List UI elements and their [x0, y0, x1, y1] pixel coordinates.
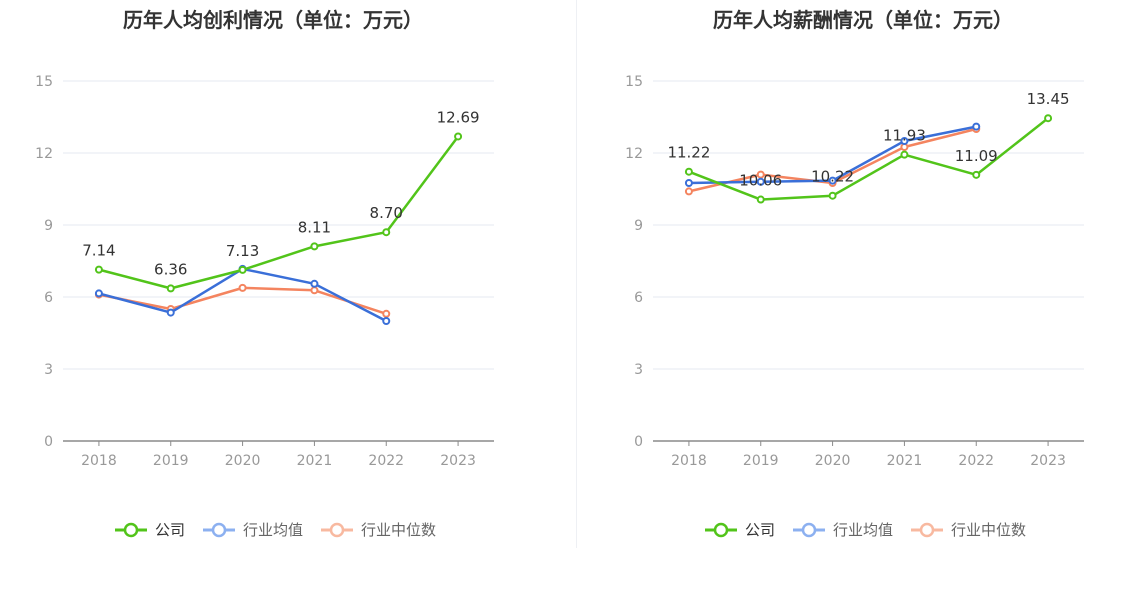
chart-1-series-point-2[interactable] — [166, 308, 175, 317]
chart-1-x-tick-label: 2020 — [225, 453, 261, 469]
chart-1-series-point-3[interactable] — [310, 286, 319, 295]
chart-1-series-line-2 — [98, 267, 387, 323]
chart-1-series-point-1[interactable] — [166, 284, 175, 293]
chart-1-x-tick-label: 2018 — [81, 453, 117, 469]
chart-2-data-label: 11.22 — [667, 144, 710, 162]
chart-1-series-point-1[interactable] — [94, 265, 103, 274]
chart-1-y-tick-label: 0 — [44, 434, 53, 450]
chart-2-x-tick-label: 2018 — [671, 453, 707, 469]
chart-2-x-tick-label: 2023 — [1030, 453, 1066, 469]
chart-2-x-tick-label: 2019 — [743, 453, 779, 469]
chart-1-x-tick-label: 2019 — [153, 453, 189, 469]
chart-1-series-point-1[interactable] — [382, 228, 391, 237]
chart-2-y-tick-label: 12 — [625, 146, 643, 162]
chart-2-y-tick-label: 9 — [634, 218, 643, 234]
chart-2-legend-swatch-marker — [801, 522, 817, 538]
chart-2-data-label: 11.93 — [883, 127, 926, 145]
chart-2-series-point-3[interactable] — [756, 170, 765, 179]
chart-2-x-tick-label: 2020 — [815, 453, 851, 469]
chart-1-series-point-1[interactable] — [310, 242, 319, 251]
chart-2-series-point-1[interactable] — [972, 170, 981, 179]
chart-1-series-point-2[interactable] — [310, 279, 319, 288]
chart-1-series-point-3[interactable] — [238, 283, 247, 292]
chart-2-x-tick-label: 2022 — [958, 453, 994, 469]
chart-1-series-point-2[interactable] — [94, 289, 103, 298]
chart-1-data-label: 8.70 — [370, 204, 403, 222]
chart-1-series-point-1[interactable] — [454, 132, 463, 141]
chart-2-y-tick-label: 0 — [634, 434, 643, 450]
chart-2-series-point-1[interactable] — [1044, 114, 1053, 123]
chart-1-title: 历年人均创利情况（单位：万元） — [123, 8, 423, 32]
chart-2-series-point-3[interactable] — [684, 187, 693, 196]
chart-2-series-point-1[interactable] — [828, 191, 837, 200]
chart-2-legend-item-label[interactable]: 行业均值 — [833, 521, 893, 539]
chart-1-y-tick-label: 12 — [35, 146, 53, 162]
chart-1-data-label: 6.36 — [154, 260, 187, 278]
chart-2-series-point-2[interactable] — [756, 177, 765, 186]
chart-1-data-label: 12.69 — [437, 108, 480, 126]
chart-2-series-point-2[interactable] — [828, 176, 837, 185]
chart-1-y-tick-label: 6 — [44, 290, 53, 306]
chart-2-series-point-2[interactable] — [900, 137, 909, 145]
chart-1-legend-item-label[interactable]: 公司 — [155, 521, 185, 539]
chart-1-data-label: 8.11 — [298, 218, 331, 236]
chart-2-series-point-2[interactable] — [684, 179, 693, 187]
panel-divider — [576, 0, 577, 548]
chart-1-series-point-1[interactable] — [238, 265, 247, 274]
chart-2-y-tick-label: 15 — [625, 74, 643, 90]
chart-1-x-tick-label: 2022 — [368, 453, 404, 469]
chart-1-y-tick-label: 9 — [44, 218, 53, 234]
chart-2-data-label: 10.06 — [739, 172, 782, 190]
chart-1-legend-swatch-marker — [211, 522, 227, 538]
chart-1-legend-item-label[interactable]: 行业中位数 — [361, 521, 436, 539]
chart-2-data-label: 10.22 — [811, 168, 854, 186]
chart-2-y-tick-label: 6 — [634, 290, 643, 306]
chart-2-legend-item-label[interactable]: 公司 — [745, 521, 775, 539]
chart-2-series-point-1[interactable] — [684, 167, 693, 176]
chart-1-x-tick-label: 2021 — [297, 453, 333, 469]
chart-2-y-tick-label: 3 — [634, 362, 643, 378]
chart-2-data-label: 11.09 — [955, 147, 998, 165]
chart-2-title: 历年人均薪酬情况（单位：万元） — [713, 8, 1013, 32]
chart-2-series-point-2[interactable] — [972, 122, 981, 131]
chart-2-series-point-1[interactable] — [900, 150, 909, 159]
chart-2-series-point-1[interactable] — [756, 195, 765, 204]
chart-1-data-label: 7.13 — [226, 242, 259, 260]
chart-2-data-label: 13.45 — [1027, 90, 1070, 108]
chart-1-x-tick-label: 2023 — [440, 453, 476, 469]
chart-1-data-label: 7.14 — [82, 242, 115, 260]
chart-1-legend-item-label[interactable]: 行业均值 — [243, 521, 303, 539]
chart-2-legend-swatch-marker — [919, 522, 935, 538]
chart-1-y-tick-label: 15 — [35, 74, 53, 90]
chart-1-series-line-1 — [98, 135, 460, 290]
chart-2-legend-swatch-marker — [713, 522, 729, 538]
chart-1-y-tick-label: 3 — [44, 362, 53, 378]
chart-2-series-line-1 — [688, 117, 1049, 201]
chart-1-series-point-3[interactable] — [382, 309, 391, 318]
chart-1-series-point-2[interactable] — [382, 317, 391, 325]
chart-2-x-tick-label: 2021 — [887, 453, 923, 469]
chart-2-legend-item-label[interactable]: 行业中位数 — [951, 521, 1026, 539]
chart-1-legend-swatch-marker — [123, 522, 139, 538]
chart-1-legend-swatch-marker — [329, 522, 345, 538]
